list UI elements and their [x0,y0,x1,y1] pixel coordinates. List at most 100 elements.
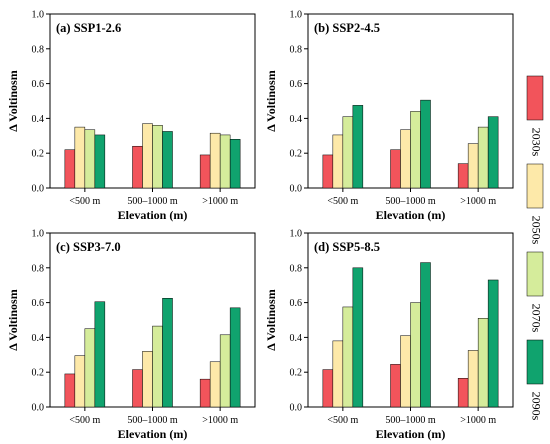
y-tick-label: 0.8 [32,44,45,55]
bar-2030s-0 [322,154,334,189]
y-tick-label: 0.6 [290,298,303,309]
x-tick-label: >1000 m [202,415,238,426]
bar-2090s-0 [94,134,106,189]
bar-2090s-2 [487,279,499,408]
panel-3: 0.0 0.2 0.4 0.6 0.8 1.0 <500 m 500–1000 m >1000 … [6,229,256,441]
bar-2050s-0 [74,126,86,189]
y-tick-label: 0.2 [290,149,303,160]
y-tick-label: 0.6 [32,79,45,90]
panel-title: (c) SSP3-7.0 [56,240,121,254]
y-axis-label: Δ Voltinosm [6,70,20,131]
bar-2090s-1 [420,99,431,189]
bar-2070s-1 [152,325,163,408]
y-tick-label: 1.0 [290,229,303,240]
bar-2070s-1 [152,125,163,189]
bar-2070s-2 [477,126,489,189]
bar-2050s-2 [209,132,221,189]
bar-2090s-0 [94,301,106,408]
bar-2070s-1 [410,111,421,189]
legend-swatch-2090s [526,339,544,385]
panel-title: (a) SSP1-2.6 [56,21,121,35]
bar-2030s-2 [457,163,469,189]
bar-2070s-2 [219,334,231,408]
y-tick-label: 0.4 [32,114,45,125]
legend-label-2090s: 2090s [529,392,543,421]
x-tick-label: 500–1000 m [385,415,436,426]
y-tick-label: 0.0 [290,403,303,414]
y-tick-label: 1.0 [32,10,45,21]
bar-2030s-2 [457,378,469,408]
x-axis-label: Elevation (m) [376,208,446,222]
bar-2090s-2 [487,116,499,189]
bar-2090s-0 [352,105,364,189]
bar-2030s-0 [64,373,76,408]
panel-1: 0.0 0.2 0.4 0.6 0.8 1.0 <500 m 500–1000 m >1000 … [6,10,256,222]
bar-2070s-1 [410,302,421,408]
y-tick-label: 0.4 [290,333,303,344]
y-tick-label: 0.8 [32,263,45,274]
legend-label-2030s: 2030s [529,128,543,157]
panel-title: (d) SSP5-8.5 [314,240,380,254]
y-tick-label: 1.0 [290,10,303,21]
bar-2090s-2 [229,139,241,189]
bar-2030s-0 [64,149,76,189]
bar-2070s-2 [219,134,231,189]
legend-label-2070s: 2070s [529,304,543,333]
panel-title: (b) SSP2-4.5 [314,21,380,35]
legend-swatch-2050s [526,163,544,209]
bar-2090s-2 [229,307,241,408]
y-axis-label: Δ Voltinosm [6,289,20,350]
bar-2070s-2 [477,318,489,408]
bar-2030s-1 [390,149,401,189]
x-tick-label: 500–1000 m [385,196,436,207]
bar-2050s-0 [74,355,86,408]
bar-2050s-1 [400,335,411,408]
y-tick-label: 0.6 [32,298,45,309]
bar-2050s-2 [467,143,479,189]
y-tick-label: 0.2 [32,149,45,160]
bar-2030s-2 [199,378,211,408]
bar-2050s-2 [467,350,479,408]
y-tick-label: 0.4 [290,114,303,125]
x-tick-label: 500–1000 m [127,415,178,426]
legend-label-2050s: 2050s [529,216,543,245]
bar-2070s-0 [84,129,96,189]
y-tick-label: 0.8 [290,44,303,55]
bar-2070s-0 [84,328,96,408]
bar-2050s-1 [400,129,411,189]
y-tick-label: 0.0 [290,184,303,195]
y-tick-label: 0.6 [290,79,303,90]
x-tick-label: >1000 m [460,415,496,426]
bar-2090s-1 [420,262,431,408]
x-tick-label: <500 m [69,415,100,426]
bar-2030s-1 [132,369,143,408]
bar-2050s-0 [332,134,344,189]
x-axis-label: Elevation (m) [118,427,188,441]
y-tick-label: 0.2 [290,368,303,379]
bar-2050s-0 [332,340,344,408]
bar-2050s-1 [142,351,153,408]
bar-2030s-1 [390,364,401,408]
bar-2090s-1 [162,298,173,408]
x-tick-label: >1000 m [460,196,496,207]
bar-2090s-0 [352,267,364,408]
y-tick-label: 1.0 [32,229,45,240]
bar-2030s-2 [199,154,211,189]
x-tick-label: >1000 m [202,196,238,207]
y-tick-label: 0.0 [32,184,45,195]
panel-2: 0.0 0.2 0.4 0.6 0.8 1.0 <500 m 500–1000 m >1000 … [264,10,514,222]
legend-swatch-2070s [526,251,544,297]
y-tick-label: 0.4 [32,333,45,344]
y-tick-label: 0.8 [290,263,303,274]
bar-2030s-1 [132,145,143,189]
x-tick-label: <500 m [327,415,358,426]
bar-2050s-2 [209,361,221,408]
bar-2030s-0 [322,369,334,408]
y-axis-label: Δ Voltinosm [264,70,278,131]
bar-2050s-1 [142,123,153,189]
x-axis-label: Elevation (m) [118,208,188,222]
x-axis-label: Elevation (m) [376,427,446,441]
legend-swatch-2030s [526,75,544,121]
panel-4: 0.0 0.2 0.4 0.6 0.8 1.0 <500 m 500–1000 m >1000 … [264,229,514,441]
